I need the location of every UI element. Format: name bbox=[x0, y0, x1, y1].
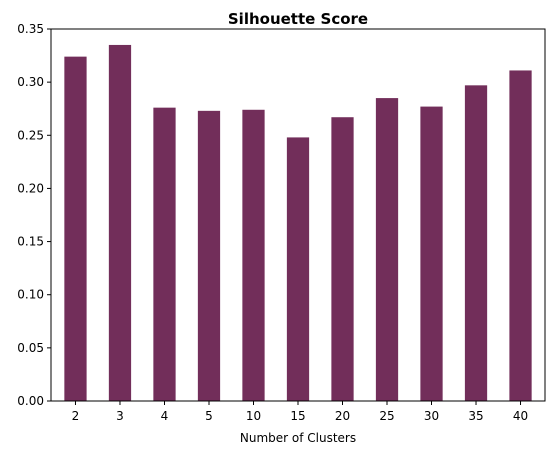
bar-20 bbox=[331, 117, 354, 402]
x-tick-label-5: 5 bbox=[205, 409, 213, 423]
bar-2 bbox=[64, 56, 87, 402]
y-tick-label-2: 0.10 bbox=[17, 288, 44, 302]
bar-15 bbox=[286, 137, 310, 401]
x-tick-label-30: 30 bbox=[424, 409, 439, 423]
x-axis-ticks: 2 3 4 5 10 15 20 25 30 35 40 bbox=[72, 401, 528, 423]
chart-title: Silhouette Score bbox=[228, 10, 368, 28]
bars-group bbox=[64, 44, 532, 402]
x-axis-label: Number of Clusters bbox=[240, 431, 356, 445]
y-tick-label-1: 0.05 bbox=[17, 341, 44, 355]
x-tick-label-40: 40 bbox=[513, 409, 528, 423]
bar-35 bbox=[464, 85, 488, 402]
bar-30 bbox=[420, 106, 443, 402]
bar-3 bbox=[108, 44, 132, 401]
x-tick-label-10: 10 bbox=[246, 409, 261, 423]
x-tick-label-35: 35 bbox=[468, 409, 483, 423]
bar-5 bbox=[197, 110, 221, 401]
x-tick-label-4: 4 bbox=[161, 409, 169, 423]
x-tick-label-2: 2 bbox=[72, 409, 80, 423]
bar-40 bbox=[509, 70, 532, 402]
bar-4 bbox=[153, 107, 176, 401]
y-tick-label-7: 0.35 bbox=[17, 22, 44, 36]
x-tick-label-3: 3 bbox=[116, 409, 124, 423]
y-tick-label-5: 0.25 bbox=[17, 128, 44, 142]
plot-frame bbox=[50, 28, 546, 402]
y-axis-ticks: 0.00 0.05 0.10 0.15 0.20 0.25 0.30 0.35 bbox=[17, 22, 51, 408]
x-tick-label-20: 20 bbox=[335, 409, 350, 423]
y-tick-label-0: 0.00 bbox=[17, 394, 44, 408]
bar-25 bbox=[375, 98, 399, 401]
y-tick-label-4: 0.20 bbox=[17, 181, 44, 195]
x-tick-label-15: 15 bbox=[290, 409, 305, 423]
x-tick-label-25: 25 bbox=[379, 409, 394, 423]
y-tick-label-3: 0.15 bbox=[17, 235, 44, 249]
bar-10 bbox=[242, 109, 265, 401]
y-tick-label-6: 0.30 bbox=[17, 75, 44, 89]
